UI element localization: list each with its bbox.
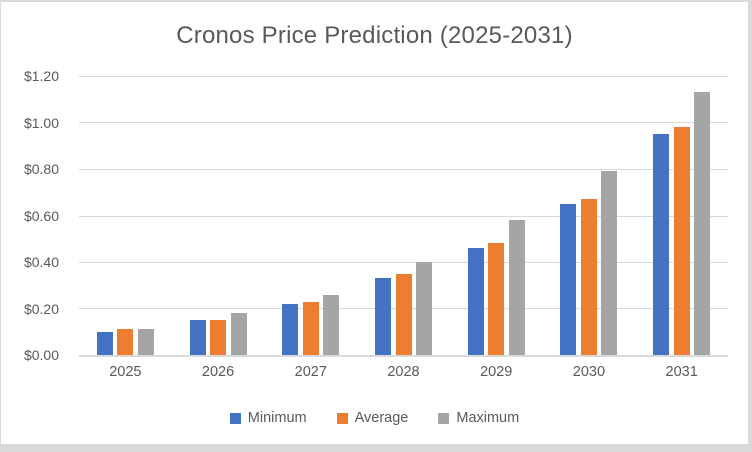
- x-axis: 2025 2026 2027 2028 2029 2030 2031: [79, 364, 728, 384]
- bar-maximum-2025: [137, 329, 154, 355]
- bar-maximum-2031: [694, 92, 711, 355]
- chart-surface: Cronos Price Prediction (2025-2031) 2025…: [1, 2, 748, 444]
- x-axis-tick-label: 2029: [480, 364, 513, 380]
- legend-swatch-icon: [336, 412, 348, 424]
- y-axis-tick-label: $0.20: [23, 301, 59, 317]
- y-axis-tick-label: $0.00: [23, 347, 59, 363]
- bar-average-2025: [117, 329, 134, 355]
- bar-average-2031: [673, 127, 690, 355]
- bar-maximum-2029: [508, 220, 525, 355]
- x-axis-tick-label: 2028: [387, 364, 420, 380]
- bar-minimum-2026: [189, 320, 206, 355]
- gridline: [79, 216, 728, 217]
- bar-minimum-2029: [467, 248, 484, 355]
- bar-maximum-2030: [601, 171, 618, 355]
- bar-minimum-2027: [282, 304, 299, 355]
- legend-item-maximum: Maximum: [438, 410, 519, 426]
- gridline: [79, 76, 728, 77]
- y-axis-tick-label: $1.00: [23, 115, 59, 131]
- legend-swatch-icon: [229, 412, 241, 424]
- x-axis-line: [79, 355, 728, 357]
- gridline: [79, 122, 728, 123]
- bar-minimum-2028: [375, 278, 391, 355]
- bar-average-2026: [210, 320, 227, 355]
- bar-average-2027: [302, 302, 319, 355]
- bar-minimum-2025: [96, 332, 113, 355]
- legend-label: Maximum: [456, 410, 520, 426]
- x-axis-tick-label: 2031: [665, 364, 698, 380]
- x-axis-tick-label: 2030: [572, 364, 606, 380]
- plot-area: [79, 76, 728, 357]
- legend-swatch-icon: [438, 412, 450, 424]
- x-axis-tick-label: 2027: [294, 364, 327, 380]
- x-axis-tick-label: 2025: [109, 364, 142, 380]
- chart-title: Cronos Price Prediction (2025-2031): [176, 22, 573, 49]
- bar-maximum-2028: [416, 262, 432, 355]
- legend-item-average: Average: [336, 410, 409, 426]
- legend-item-minimum: Minimum: [229, 410, 307, 426]
- legend-label: Minimum: [247, 410, 307, 426]
- y-axis-tick-label: $0.40: [23, 254, 59, 270]
- x-axis-tick-label: 2026: [201, 364, 235, 380]
- y-axis-tick-label: $0.60: [23, 208, 59, 224]
- bar-minimum-2031: [653, 134, 670, 355]
- gridline: [79, 169, 728, 170]
- bar-average-2029: [488, 243, 505, 355]
- bar-average-2028: [395, 274, 412, 355]
- bar-minimum-2030: [560, 204, 577, 355]
- gridline: [79, 262, 728, 263]
- y-axis-tick-label: $0.80: [23, 161, 59, 177]
- legend: Minimum Average Maximum: [1, 410, 748, 426]
- bar-maximum-2027: [323, 295, 340, 355]
- bar-maximum-2026: [230, 313, 247, 355]
- legend-label: Average: [354, 410, 409, 426]
- bar-average-2030: [580, 199, 597, 355]
- y-axis-tick-label: $1.20: [23, 68, 59, 84]
